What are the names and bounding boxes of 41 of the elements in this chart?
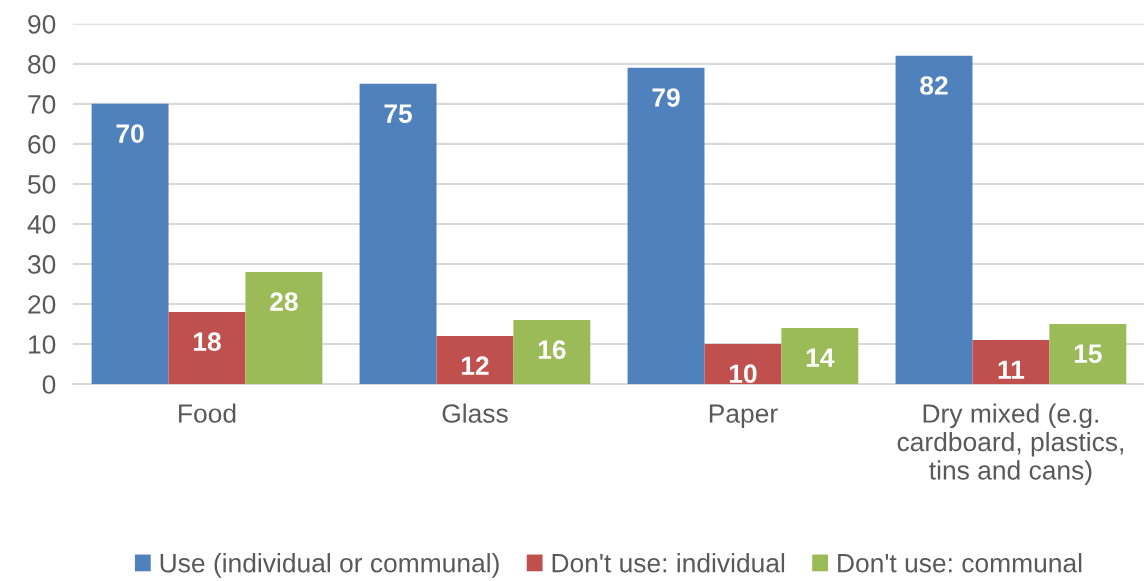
x-tick-label: Dry mixed (e.g. cardboard, plastics, tins and cans) [897, 403, 1123, 485]
y-tick-label: 80 [28, 54, 56, 74]
bar [895, 55, 973, 385]
y-tick-label: 60 [28, 135, 56, 154]
bar [513, 320, 591, 385]
bar [972, 340, 1050, 385]
data-label: 70 [116, 124, 144, 143]
data-label: 28 [270, 292, 298, 311]
y-tick-label: 50 [28, 175, 56, 194]
bar [704, 344, 782, 385]
y-tick-label: 0 [42, 375, 56, 394]
bar [359, 83, 437, 385]
data-label: 14 [806, 348, 835, 367]
bar [168, 312, 246, 385]
data-label: 11 [998, 360, 1025, 379]
data-label: 79 [652, 88, 680, 107]
y-tick-label: 70 [28, 95, 56, 114]
legend-label: Don't use: individual [552, 553, 785, 573]
y-tick-label: 30 [27, 255, 56, 274]
x-tick-label: Paper [709, 404, 778, 429]
data-label: 16 [538, 340, 566, 360]
bar [627, 67, 705, 385]
data-label: 18 [193, 332, 221, 352]
bar [245, 271, 323, 385]
y-tick-label: 10 [28, 335, 56, 354]
bar [91, 103, 169, 385]
bar [781, 328, 859, 385]
bar [1049, 324, 1127, 385]
bar [436, 336, 514, 385]
data-label: 75 [384, 104, 412, 123]
x-tick-label: Food [179, 403, 236, 423]
y-tick-label: 90 [28, 14, 56, 34]
legend-label: Don't use: communal [838, 553, 1082, 573]
data-label: 12 [461, 356, 489, 375]
x-tick-label: Glass [442, 403, 508, 423]
data-label: 82 [920, 76, 948, 95]
data-label: 15 [1074, 344, 1102, 364]
data-label: 10 [729, 364, 757, 384]
y-tick-label: 40 [27, 215, 56, 234]
y-tick-label: 20 [28, 295, 56, 314]
legend-label: Use (individual or communal) [160, 553, 499, 578]
